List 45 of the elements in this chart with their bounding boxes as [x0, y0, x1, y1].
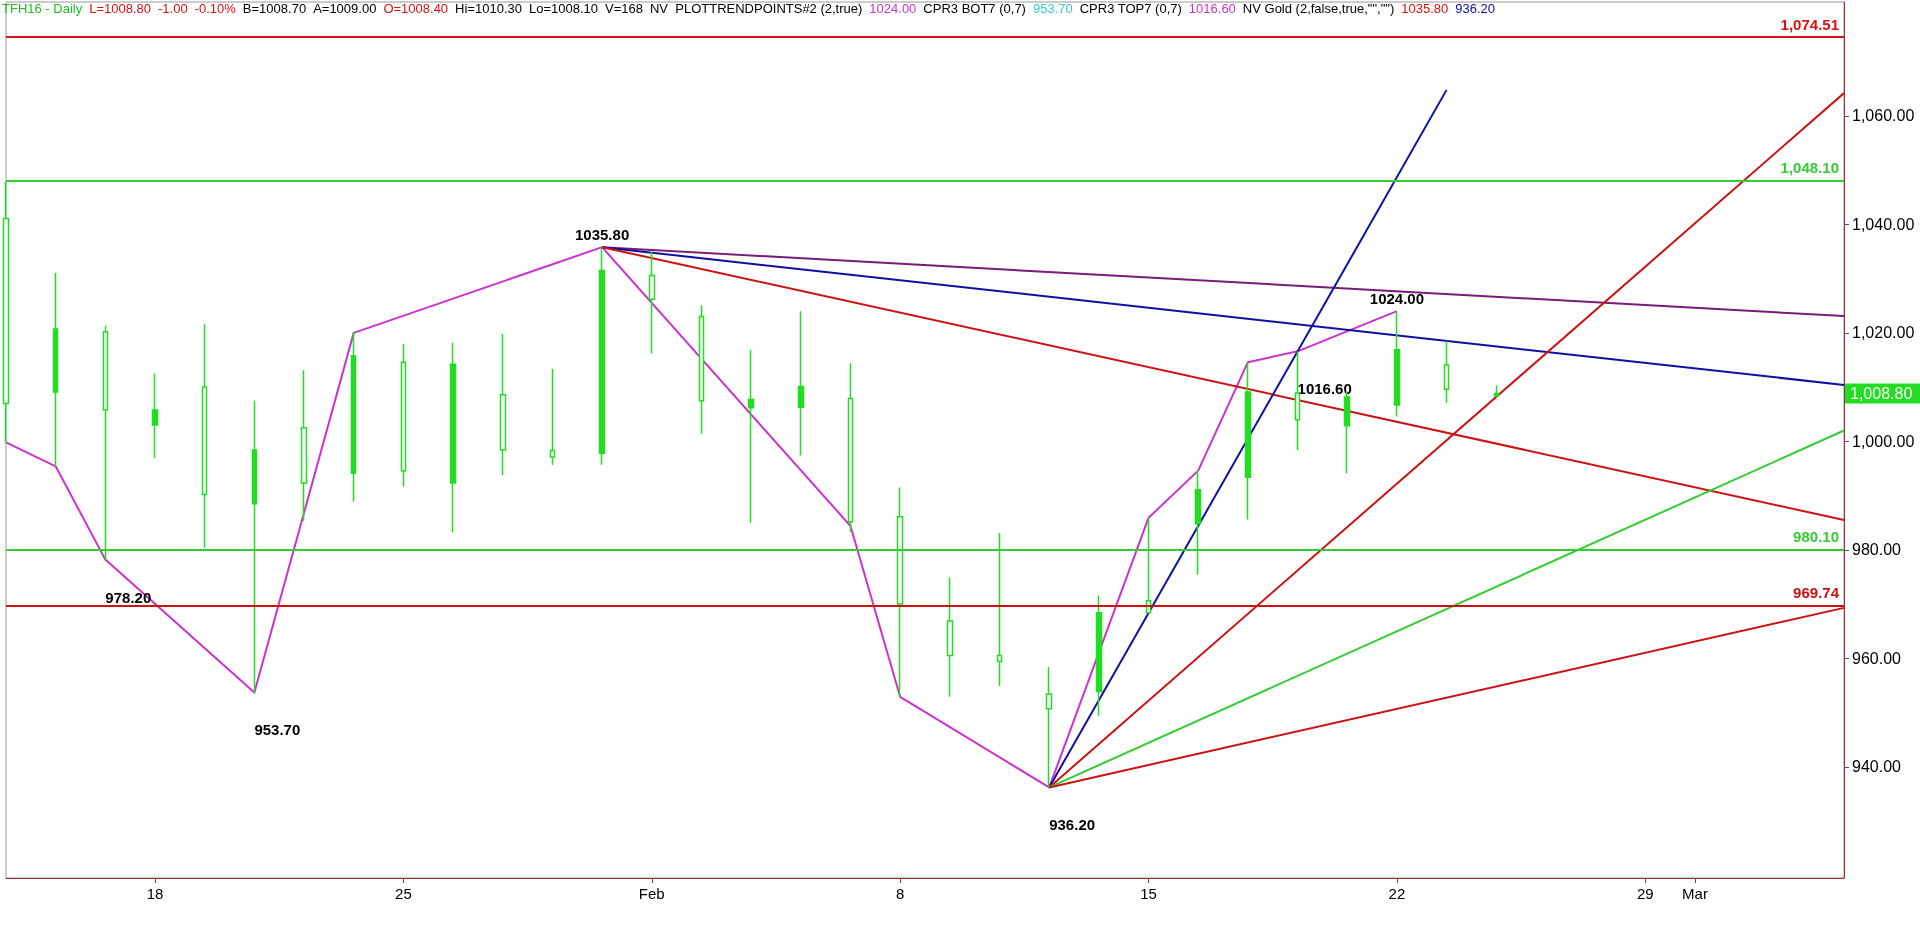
annotation: TFH16 - Daily — [2, 1, 83, 16]
y-tick-label: 1,040.00 — [1852, 215, 1915, 233]
annotation: -0.10% — [194, 1, 236, 16]
annotation: CPR3 BOT7 (0,7) — [923, 1, 1026, 16]
annotation: NV Gold (2,false,true,"","") — [1242, 1, 1395, 16]
y-tick-label: 980.00 — [1852, 541, 1902, 559]
annotation: 1024.00 — [869, 1, 917, 16]
x-tick-label: 8 — [895, 885, 905, 902]
annotation: 1016.60 — [1188, 1, 1236, 16]
x-tick-label: 18 — [146, 885, 164, 902]
data-label: 953.70 — [254, 721, 301, 739]
y-tick-label: 960.00 — [1852, 649, 1902, 667]
ref-line-label: 1,048.10 — [1780, 159, 1839, 177]
text: 1,008.80 — [1850, 385, 1913, 403]
x-tick-label: Mar — [1682, 885, 1708, 902]
annotation: -1.00 — [158, 1, 188, 16]
annotation: NV PLOTTRENDPOINTS#2 (2,true) — [649, 1, 863, 16]
data-label: 1016.60 — [1297, 380, 1352, 398]
annotation: CPR3 TOP7 (0,7) — [1079, 1, 1182, 16]
annotation: Hi=1010.30 — [455, 1, 522, 16]
annotation: O=1008.40 — [383, 1, 449, 16]
x-tick-label: Feb — [638, 885, 665, 902]
y-tick-label: 1,060.00 — [1852, 107, 1915, 125]
x-tick-label: 22 — [1388, 885, 1406, 902]
annotation: 936.20 — [1455, 1, 1496, 16]
data-label: 936.20 — [1049, 816, 1096, 834]
x-tick-label: 25 — [395, 885, 412, 902]
annotation: Lo=1008.10 — [528, 1, 599, 16]
annotation: B=1008.70 — [242, 1, 307, 16]
data-label: 1024.00 — [1369, 290, 1425, 308]
data-label: 1035.80 — [574, 226, 630, 244]
annotation: 1035.80 — [1401, 1, 1449, 16]
annotation: L=1008.80 — [89, 1, 152, 16]
y-tick-label: 1,020.00 — [1852, 324, 1915, 342]
x-tick-label: 15 — [1140, 885, 1157, 902]
annotation: 953.70 — [1032, 1, 1073, 16]
ref-line-label: 969.74 — [1793, 584, 1840, 602]
annotation: A=1009.00 — [313, 1, 377, 16]
annotation: V=168 — [605, 1, 643, 16]
ref-line-label: 980.10 — [1793, 528, 1839, 546]
ref-line-label: 1,074.51 — [1780, 16, 1839, 34]
data-label: 978.20 — [105, 588, 152, 606]
y-tick-label: 1,000.00 — [1852, 432, 1915, 450]
x-tick-label: 29 — [1636, 885, 1654, 902]
y-tick-label: 940.00 — [1852, 758, 1902, 776]
